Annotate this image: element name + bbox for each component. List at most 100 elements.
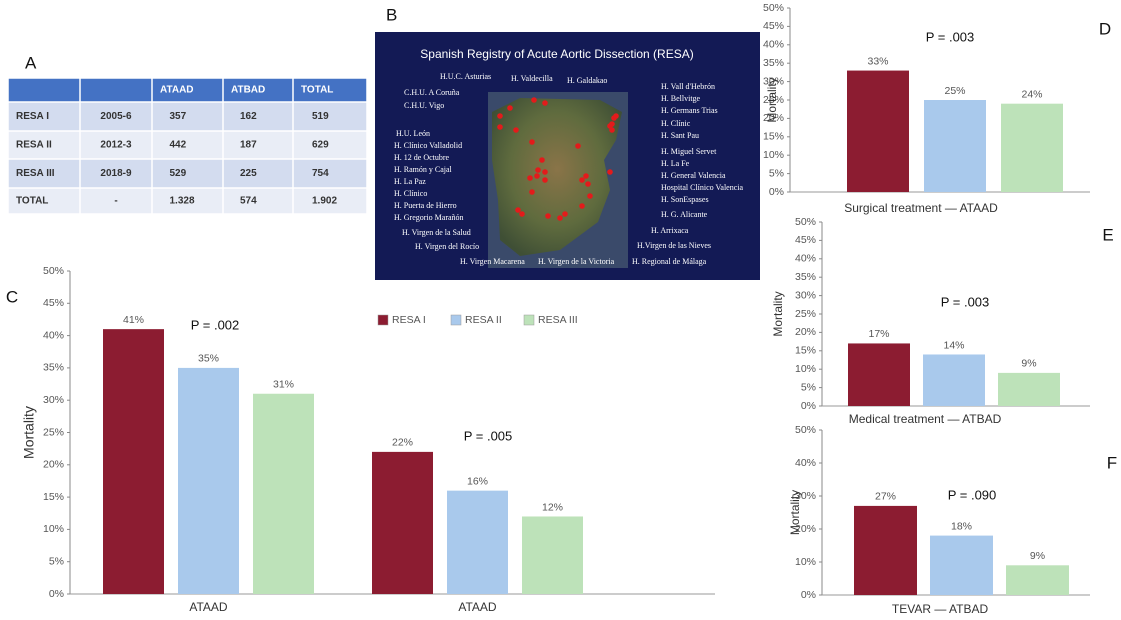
value-label: 9%: [1030, 550, 1045, 562]
table-cell: 2012-3: [100, 140, 132, 151]
y-tick-label: 35%: [43, 362, 64, 374]
x-tick-label: ATAAD: [189, 600, 228, 614]
y-tick-label: 50%: [795, 424, 816, 436]
y-tick-label: 0%: [49, 588, 64, 600]
bar: [178, 367, 239, 594]
bar: [923, 354, 985, 406]
y-tick-label: 15%: [795, 345, 816, 357]
y-axis-label: Mortality: [21, 406, 37, 459]
map-hospital-label: H. Clínico Valladolid: [394, 141, 462, 150]
map-hospital-label: H.U.C. Asturias: [440, 72, 491, 81]
y-tick-label: 15%: [763, 131, 784, 143]
bar: [103, 329, 164, 594]
map-dot: [529, 139, 535, 145]
map-dot: [497, 113, 503, 119]
table-cell: 1.902: [312, 196, 337, 207]
panel-label: E: [1102, 225, 1113, 244]
y-tick-label: 40%: [795, 253, 816, 265]
map-dot: [542, 100, 548, 106]
table-cell: 357: [170, 111, 187, 122]
y-tick-label: 0%: [801, 589, 816, 601]
bar: [447, 490, 508, 594]
y-axis-label: Mortality: [788, 490, 802, 535]
table-row-bg: [8, 131, 367, 159]
map-hospital-label: C.H.U. A Coruña: [404, 88, 460, 97]
map-hospital-label: H. Sant Pau: [661, 131, 699, 140]
map-hospital-label: H.Virgen de las Nieves: [637, 241, 711, 250]
value-label: 41%: [123, 314, 144, 326]
bar: [854, 505, 917, 595]
map-hospital-label: H. Virgen del Rocío: [415, 242, 479, 251]
y-tick-label: 5%: [769, 167, 784, 179]
map-hospital-label: H. Miguel Servet: [661, 147, 717, 156]
bar: [522, 516, 583, 594]
legend-swatch: [523, 314, 535, 326]
y-axis-label: Mortality: [765, 77, 779, 122]
map-hospital-label: H. Bellvitge: [661, 94, 701, 103]
value-label: 31%: [273, 379, 294, 391]
y-tick-label: 25%: [43, 426, 64, 438]
map-dot: [531, 97, 537, 103]
table-header-bg: [8, 78, 367, 102]
map-dot: [539, 157, 545, 163]
map-dot: [583, 173, 589, 179]
value-label: 33%: [867, 55, 888, 67]
table-cell: RESA III: [16, 168, 55, 179]
bar: [847, 70, 909, 192]
map-dot: [507, 105, 513, 111]
y-tick-label: 10%: [763, 149, 784, 161]
legend-label: RESA III: [538, 314, 578, 326]
y-tick-label: 30%: [795, 490, 816, 502]
bar: [1001, 103, 1063, 192]
map-hospital-label: H. Puerta de Hierro: [394, 201, 457, 210]
table-cell: 754: [312, 168, 329, 179]
map-dot: [609, 121, 615, 127]
map-dot: [585, 181, 591, 187]
y-tick-label: 45%: [43, 297, 64, 309]
table-cell: TOTAL: [16, 196, 48, 207]
panel-label: A: [25, 53, 37, 72]
map-hospital-label: H. Gregorio Marañón: [394, 213, 464, 222]
map-hospital-label: H. Clínico: [394, 189, 427, 198]
table-cell: 187: [240, 140, 257, 151]
x-axis-label: Medical treatment — ATBAD: [849, 412, 1002, 426]
bar: [253, 393, 314, 594]
y-tick-label: 50%: [43, 265, 64, 277]
map-dot: [613, 113, 619, 119]
bar: [848, 343, 910, 406]
y-tick-label: 15%: [43, 491, 64, 503]
legend-label: RESA II: [465, 314, 502, 326]
y-tick-label: 20%: [795, 523, 816, 535]
table-cell: 574: [240, 196, 257, 207]
legend-swatch: [377, 314, 389, 326]
map-dot: [527, 175, 533, 181]
table-cell: 629: [312, 140, 329, 151]
y-tick-label: 25%: [763, 94, 784, 106]
map-hospital-label: H.U. León: [396, 129, 430, 138]
y-tick-label: 0%: [769, 186, 784, 198]
table-cell: 2018-9: [100, 168, 132, 179]
panel-label: D: [1099, 19, 1111, 38]
map-hospital-label: H. Clínic: [661, 119, 691, 128]
value-label: 18%: [951, 520, 972, 532]
map-hospital-label: H. Valdecilla: [511, 74, 553, 83]
map-dot: [542, 177, 548, 183]
map-dot: [515, 207, 521, 213]
table-cell: 2005-6: [100, 111, 132, 122]
table-row-bg: [8, 159, 367, 188]
value-label: 25%: [944, 85, 965, 97]
map-dot: [529, 189, 535, 195]
map-dot: [534, 173, 540, 179]
map-hospital-label: H. Virgen de la Salud: [402, 228, 471, 237]
map-dot: [609, 127, 615, 133]
map-dot: [513, 127, 519, 133]
value-label: 22%: [392, 437, 413, 449]
map-hospital-label: H. SonEspases: [661, 195, 709, 204]
table-cell: RESA I: [16, 111, 49, 122]
p-value-annotation: P = .003: [941, 294, 990, 309]
y-tick-label: 50%: [795, 216, 816, 228]
map-dot: [519, 211, 525, 217]
y-tick-label: 40%: [763, 39, 784, 51]
y-tick-label: 10%: [795, 556, 816, 568]
bar: [924, 100, 986, 192]
